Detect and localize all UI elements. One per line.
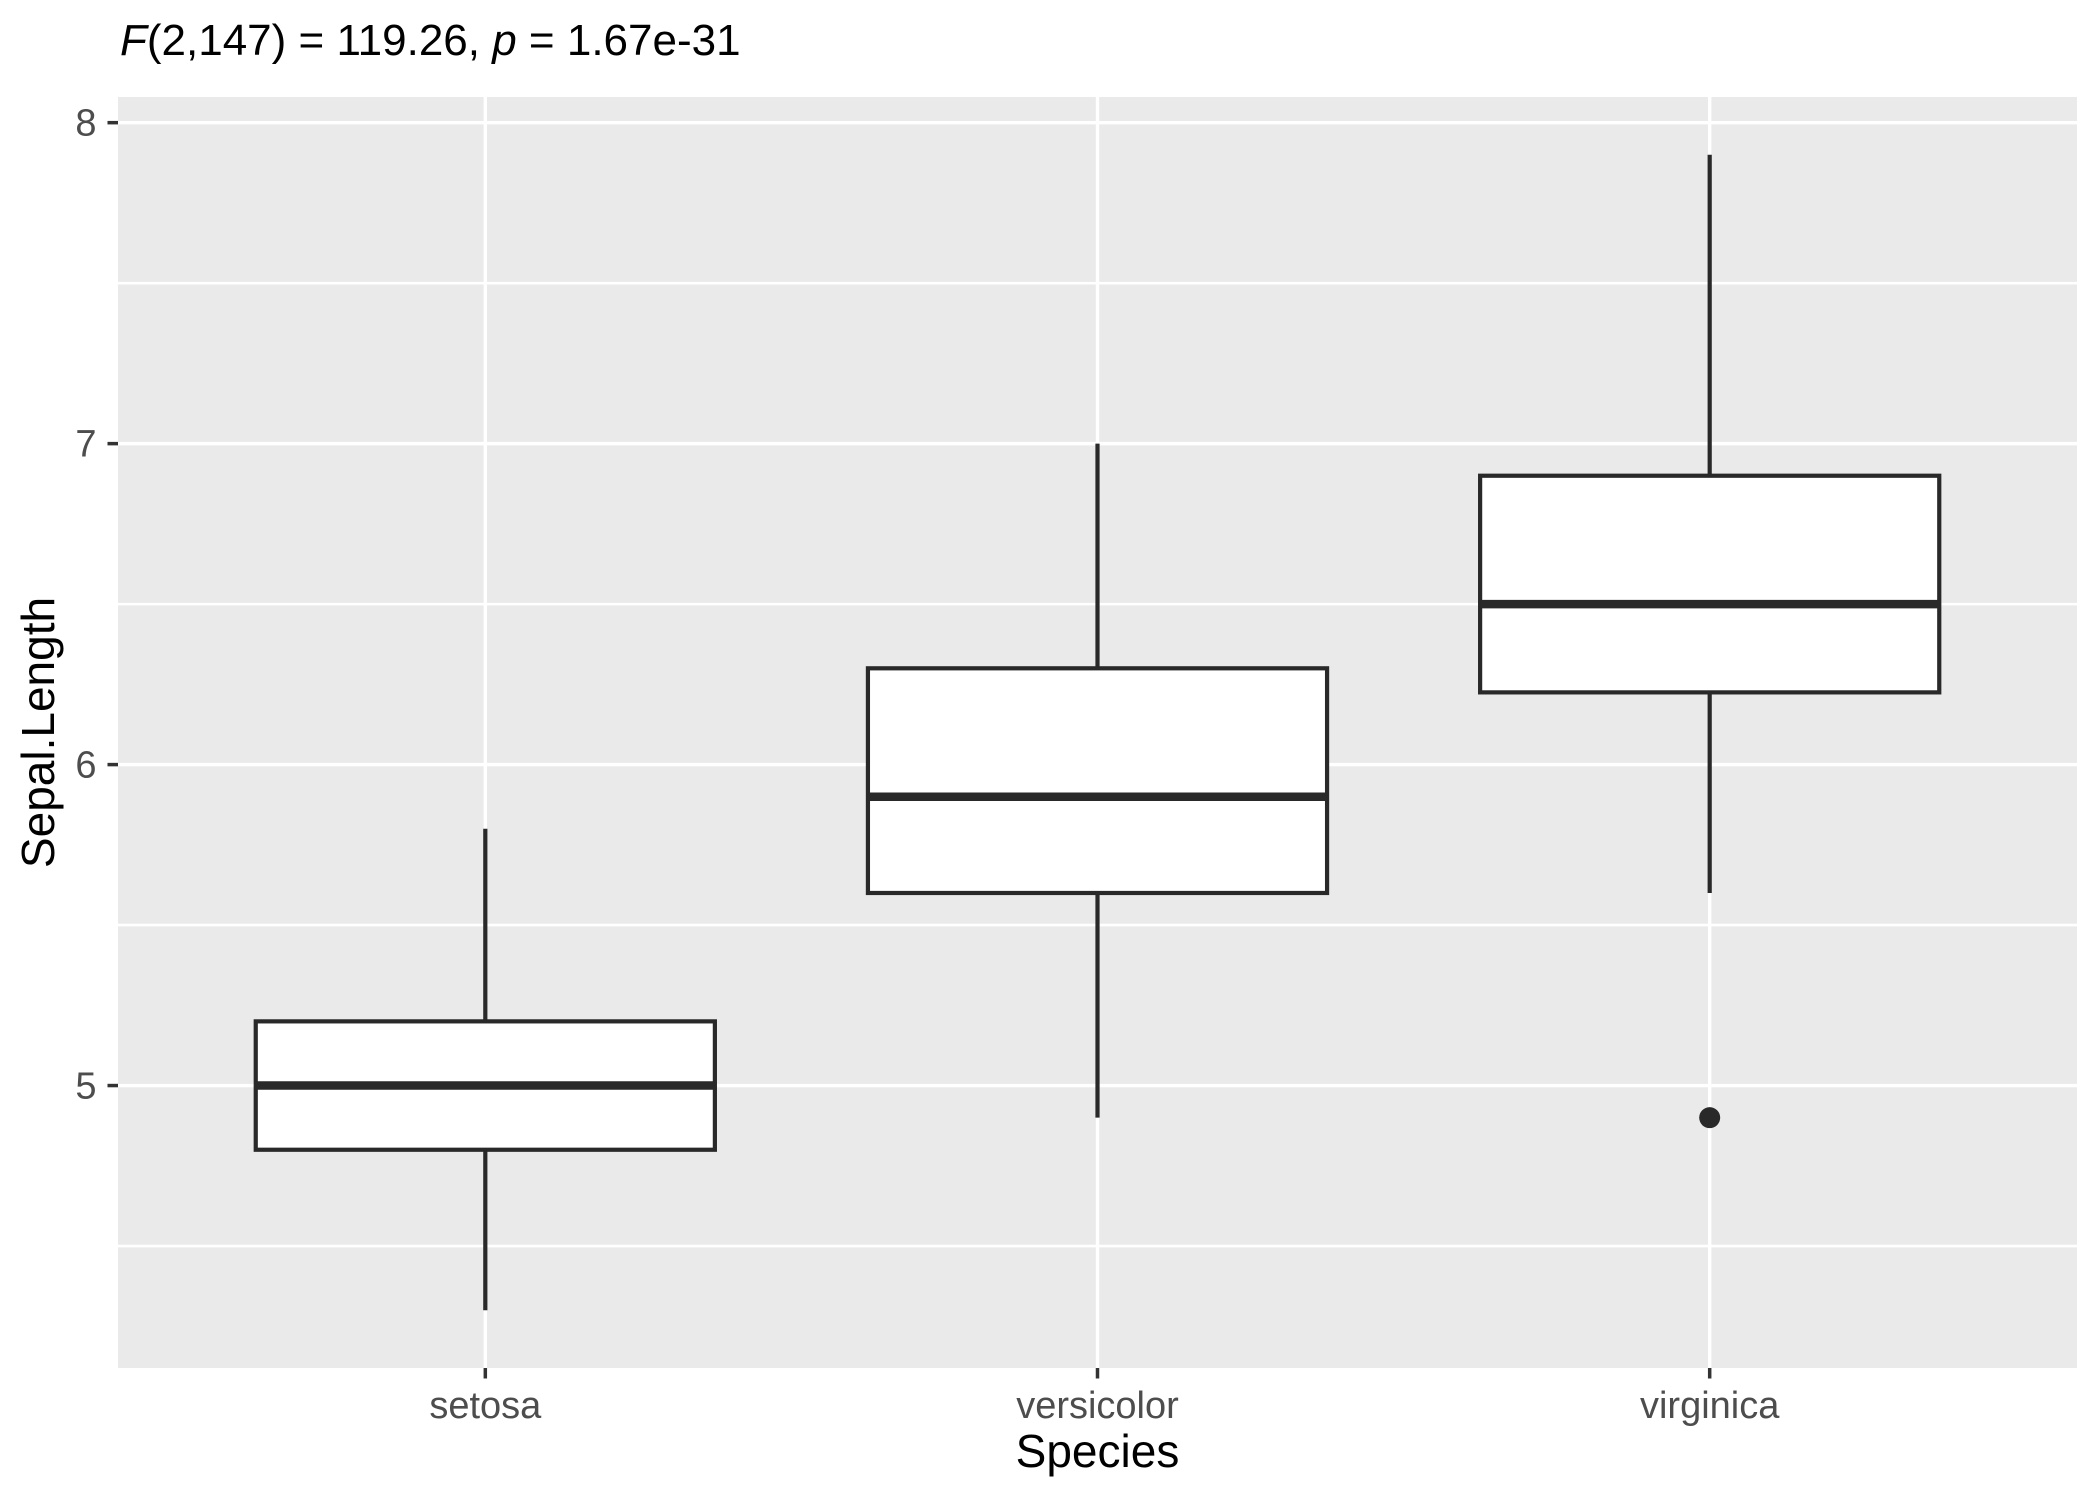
plot-title-stat-symbol: F <box>120 16 149 65</box>
x-tick-label-setosa: setosa <box>429 1385 542 1427</box>
y-tick-label-5: 5 <box>75 1066 96 1108</box>
box-virginica <box>1478 473 1942 695</box>
plot-title-stat-symbol: p <box>490 16 516 65</box>
plot-title: F(2,147) = 119.26, p = 1.67e-31 <box>120 16 741 65</box>
box-versicolor <box>865 666 1330 896</box>
y-tick-label-6: 6 <box>75 745 96 787</box>
x-tick-label-virginica: virginica <box>1640 1385 1780 1427</box>
y-tick-label-8: 8 <box>75 103 96 145</box>
outlier-point-virginica-0 <box>1699 1107 1721 1129</box>
plot-title-text-part: (2,147) = 119.26, <box>147 16 492 65</box>
plot-title-text-part: = 1.67e-31 <box>517 16 741 65</box>
y-tick-label-7: 7 <box>75 424 96 466</box>
y-axis-title: Sepal.Length <box>12 597 64 868</box>
x-axis-title: Species <box>1016 1425 1180 1477</box>
x-tick-label-versicolor: versicolor <box>1016 1385 1179 1427</box>
